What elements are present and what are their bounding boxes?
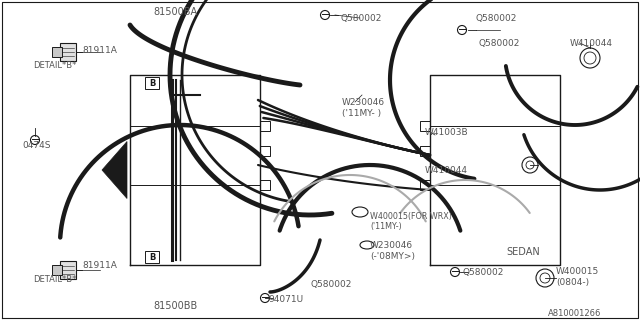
Text: SEDAN: SEDAN: [506, 247, 540, 257]
Text: W230046: W230046: [342, 98, 385, 107]
Bar: [60, 43, 76, 61]
Ellipse shape: [352, 207, 368, 217]
Text: Q580002: Q580002: [310, 281, 351, 290]
Bar: [260, 146, 270, 156]
Bar: [145, 77, 159, 89]
Bar: [420, 121, 430, 131]
Text: W410044: W410044: [570, 38, 613, 47]
Bar: [145, 251, 159, 263]
Text: DETAIL*B*: DETAIL*B*: [33, 60, 77, 69]
Bar: [52, 47, 62, 57]
Text: W41003B: W41003B: [425, 127, 468, 137]
Text: 0474S: 0474S: [22, 140, 51, 149]
Text: ('11MY- ): ('11MY- ): [342, 108, 381, 117]
Circle shape: [522, 157, 538, 173]
Text: 94071U: 94071U: [268, 295, 303, 305]
Text: A810001266: A810001266: [548, 309, 602, 318]
Text: (0804-): (0804-): [556, 278, 589, 287]
Ellipse shape: [360, 241, 374, 249]
Text: B: B: [149, 252, 155, 261]
Text: 81500BB: 81500BB: [153, 301, 197, 311]
Polygon shape: [102, 141, 127, 198]
Text: Q580002: Q580002: [478, 38, 520, 47]
Text: W230046: W230046: [370, 241, 413, 250]
Bar: [420, 180, 430, 190]
Text: 81911A: 81911A: [82, 260, 117, 269]
Text: Q580002: Q580002: [340, 13, 381, 22]
Bar: [420, 146, 430, 156]
Text: W400015: W400015: [556, 268, 599, 276]
Text: (-'08MY>): (-'08MY>): [370, 252, 415, 260]
Text: ('11MY-): ('11MY-): [370, 222, 402, 231]
Text: 81500BA: 81500BA: [153, 7, 197, 17]
Text: Q580002: Q580002: [462, 268, 504, 276]
Bar: [260, 121, 270, 131]
Circle shape: [536, 269, 554, 287]
Text: W410044: W410044: [425, 165, 468, 174]
Circle shape: [580, 48, 600, 68]
Text: DETAIL*B*: DETAIL*B*: [33, 276, 77, 284]
Text: W400015(FOR WRX): W400015(FOR WRX): [370, 212, 452, 221]
Bar: [260, 180, 270, 190]
Text: B: B: [149, 78, 155, 87]
Bar: [52, 265, 62, 275]
Text: 81911A: 81911A: [82, 45, 117, 54]
Bar: [60, 261, 76, 279]
Text: Q580002: Q580002: [475, 13, 516, 22]
